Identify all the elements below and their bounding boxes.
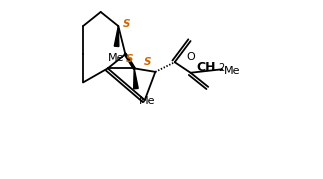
Text: 2: 2: [218, 63, 224, 73]
Text: Me: Me: [108, 53, 125, 63]
Text: S: S: [144, 57, 152, 67]
Polygon shape: [114, 26, 119, 47]
Text: CH: CH: [197, 61, 216, 74]
Text: Me: Me: [139, 96, 155, 106]
Polygon shape: [134, 68, 138, 89]
Text: Me: Me: [224, 66, 241, 76]
Text: O: O: [186, 52, 195, 62]
Text: S: S: [126, 54, 133, 64]
Text: S: S: [123, 19, 130, 29]
